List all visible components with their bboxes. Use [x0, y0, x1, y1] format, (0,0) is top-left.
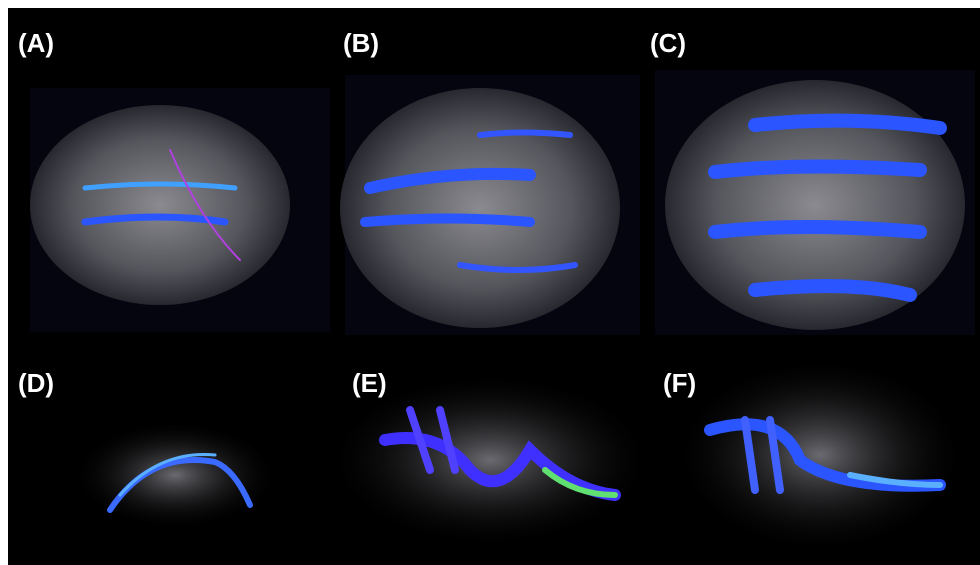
panel-label: (C) [650, 28, 686, 58]
panel-label: (E) [352, 368, 387, 398]
panel-e-image [340, 380, 640, 540]
panel-c-image [655, 70, 975, 335]
panel-label: (A) [18, 28, 54, 58]
panel-d-image [80, 425, 270, 525]
panel-label: (D) [18, 368, 54, 398]
panel-a-image [30, 88, 330, 332]
panel-label: (F) [663, 368, 696, 398]
panel-b-image [340, 75, 640, 335]
figure: (A) (B) (C) (D) (E) (F) [0, 0, 980, 565]
panel-label: (B) [343, 28, 379, 58]
panel-f-image [685, 365, 955, 545]
